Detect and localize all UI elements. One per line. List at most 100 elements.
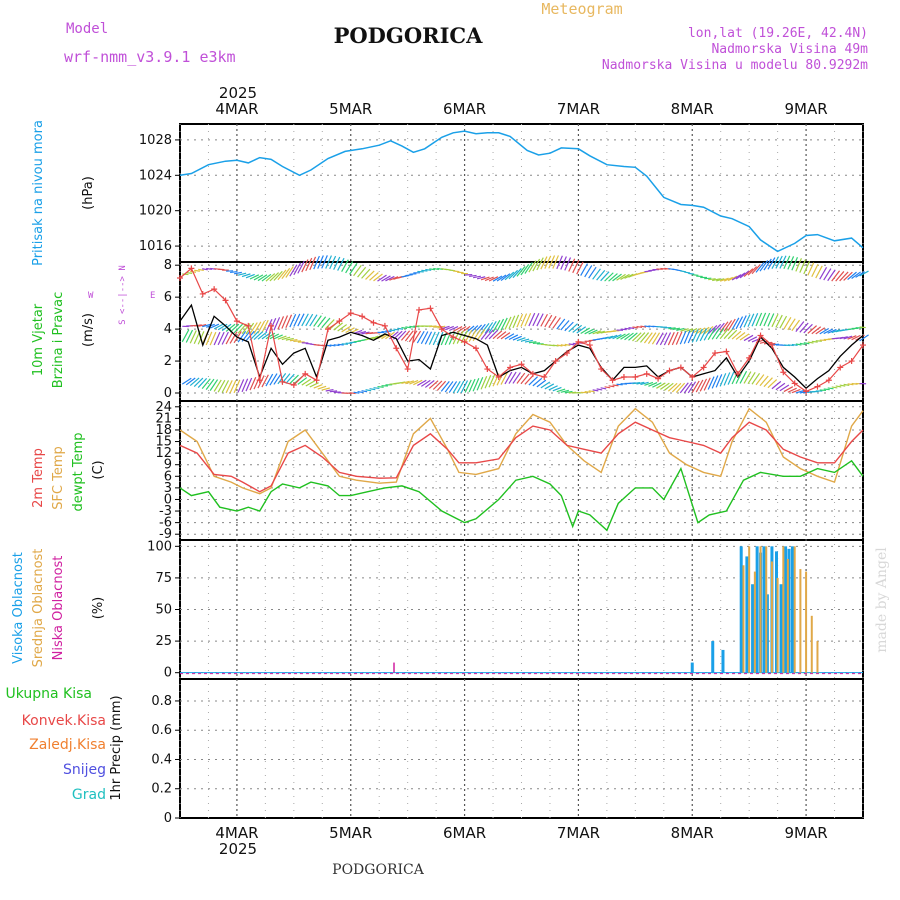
wind-barb <box>608 334 618 340</box>
wind-barb <box>655 332 664 345</box>
wind-barb <box>309 314 318 327</box>
wind-barb <box>548 385 558 391</box>
wind-barb <box>393 328 400 331</box>
wind-barb <box>783 255 791 270</box>
wind-gust-marker <box>416 306 423 313</box>
wind-barb <box>703 325 714 335</box>
wind-barb <box>835 385 842 388</box>
mid-cloud-bar <box>742 565 745 673</box>
wind-barb <box>779 255 787 269</box>
wind-barb <box>727 275 738 282</box>
wind-barb <box>249 322 258 335</box>
wind-barb <box>301 313 309 327</box>
mid-cloud-bar <box>816 641 819 673</box>
wind-barb <box>400 330 411 341</box>
wind-barb <box>492 275 503 282</box>
wind-barb <box>572 324 583 333</box>
wind-barb <box>361 390 368 393</box>
wind-barb <box>711 375 719 389</box>
temp-axis-label-3: dewpt Temp <box>71 432 86 511</box>
wind-barb <box>524 374 534 385</box>
wind-barb <box>273 317 281 331</box>
wind-barb <box>405 380 415 385</box>
wind-gust-marker <box>803 388 810 395</box>
cloud-unit-label: (%) <box>91 597 106 620</box>
wind-barb <box>791 343 798 346</box>
wind-barb <box>831 329 841 334</box>
wind-barb <box>576 326 587 334</box>
wind-barb <box>639 332 650 343</box>
wind-barb <box>687 329 695 344</box>
wind-barb <box>739 333 750 341</box>
wind-barb <box>708 278 716 281</box>
wind-barb <box>783 317 792 330</box>
wind-barb <box>683 381 693 394</box>
wind-gust-marker <box>848 358 855 365</box>
wind-gust-marker <box>438 326 445 333</box>
wind-barb <box>488 276 499 282</box>
wind-barb <box>771 256 780 269</box>
wind-barb <box>428 380 439 389</box>
wind-gust-line <box>179 267 864 393</box>
cloud-tick-label: 75 <box>155 571 172 586</box>
wind-barb <box>325 388 334 392</box>
wind-barb <box>488 329 499 340</box>
temp-tick-label: 15 <box>155 435 172 450</box>
wind-barb <box>189 330 197 344</box>
wind-barb <box>432 331 440 346</box>
wind-barb <box>456 330 464 344</box>
wind-barb <box>823 268 832 281</box>
wind-gust-marker <box>564 350 571 357</box>
precip-label-hail: Grad <box>72 787 106 803</box>
wind-barb <box>604 335 614 340</box>
wind-gust-marker <box>211 286 218 293</box>
wind-barb <box>787 256 795 270</box>
wind-barb <box>859 334 869 342</box>
wind-barb <box>624 327 631 330</box>
precip-tick-label: 0.4 <box>151 752 172 767</box>
wind-barb <box>839 384 846 387</box>
precip-tick-label: 0.2 <box>151 782 172 797</box>
wind-gust-marker <box>347 310 354 317</box>
mid-cloud-bar <box>770 561 773 673</box>
wind-gust-marker <box>177 274 183 281</box>
wind-gust-marker <box>450 334 457 341</box>
wind-barb <box>205 378 215 391</box>
wind-barb <box>803 260 811 275</box>
precip-tick-label: 0.8 <box>151 694 172 709</box>
wind-barb <box>759 260 769 272</box>
wind-barb <box>843 383 850 386</box>
wind-barb <box>225 323 236 332</box>
watermark: made by Angel <box>874 547 890 653</box>
wind-barb <box>257 375 265 389</box>
wind-gust-marker <box>712 350 719 357</box>
wind-barb <box>572 259 580 274</box>
wind-barb <box>516 313 524 328</box>
wind-barb <box>369 388 376 391</box>
wind-barb <box>544 314 553 328</box>
wind-barb <box>723 276 734 282</box>
wind-gust-marker <box>529 370 536 377</box>
wind-barb <box>727 329 738 340</box>
wind-barb <box>484 276 494 282</box>
wind-barb <box>377 274 387 282</box>
bottom-day-label: 4MAR <box>215 824 258 842</box>
wind-barb <box>604 272 614 282</box>
wind-tick-label: 6 <box>164 290 172 305</box>
wind-barb <box>711 327 721 340</box>
wind-barb <box>345 392 352 395</box>
wind-barb <box>241 378 249 393</box>
wind-barb <box>568 258 576 272</box>
wind-barb <box>811 263 819 278</box>
wind-barb <box>313 383 323 389</box>
wind-gust-marker <box>427 305 434 312</box>
wind-barb <box>643 332 653 344</box>
wind-barb <box>727 318 736 331</box>
wind-barb <box>293 262 302 276</box>
wind-barb <box>632 381 641 385</box>
wind-barb <box>281 336 291 341</box>
top-day-label: 6MAR <box>443 100 486 118</box>
wind-barb <box>476 329 486 341</box>
wind-barb <box>791 319 801 332</box>
wind-barb <box>719 277 729 282</box>
